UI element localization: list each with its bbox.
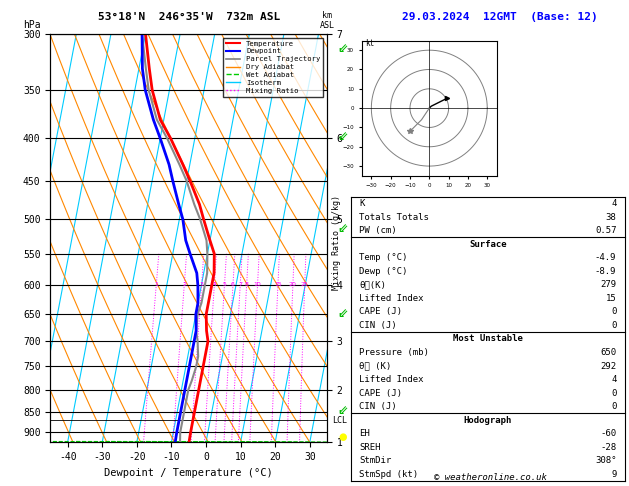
Text: CAPE (J): CAPE (J) (359, 308, 402, 316)
Text: 9: 9 (611, 470, 616, 479)
Text: Dewp (°C): Dewp (°C) (359, 267, 408, 276)
Text: 53°18'N  246°35'W  732m ASL: 53°18'N 246°35'W 732m ASL (97, 12, 280, 22)
Text: CAPE (J): CAPE (J) (359, 389, 402, 398)
Text: hPa: hPa (23, 20, 40, 30)
Text: 0: 0 (611, 402, 616, 411)
Text: 7: 7 (238, 282, 242, 287)
Text: 2: 2 (182, 282, 186, 287)
Text: ⇙: ⇙ (338, 404, 348, 417)
Legend: Temperature, Dewpoint, Parcel Trajectory, Dry Adiabat, Wet Adiabat, Isotherm, Mi: Temperature, Dewpoint, Parcel Trajectory… (223, 37, 323, 97)
Text: 20: 20 (289, 282, 297, 287)
Text: ⇙: ⇙ (338, 130, 348, 142)
Text: Surface: Surface (469, 240, 506, 249)
Text: -60: -60 (600, 429, 616, 438)
Text: 0: 0 (611, 308, 616, 316)
Text: LCL: LCL (333, 416, 348, 425)
Text: -8.9: -8.9 (595, 267, 616, 276)
X-axis label: Dewpoint / Temperature (°C): Dewpoint / Temperature (°C) (104, 468, 273, 478)
Text: 279: 279 (600, 280, 616, 289)
Text: 0.57: 0.57 (595, 226, 616, 235)
Text: -4.9: -4.9 (595, 253, 616, 262)
Text: -28: -28 (600, 443, 616, 452)
Text: CIN (J): CIN (J) (359, 402, 397, 411)
Text: Totals Totals: Totals Totals (359, 213, 429, 222)
Text: ⇙: ⇙ (338, 42, 348, 55)
Text: 1: 1 (154, 282, 158, 287)
Text: Hodograph: Hodograph (464, 416, 512, 425)
Text: SREH: SREH (359, 443, 381, 452)
Text: 8: 8 (245, 282, 248, 287)
Text: km
ASL: km ASL (320, 11, 335, 30)
Text: K: K (359, 199, 365, 208)
Text: Lifted Index: Lifted Index (359, 294, 424, 303)
Text: θᴜ(K): θᴜ(K) (359, 280, 386, 289)
Text: 15: 15 (274, 282, 282, 287)
Text: Mixing Ratio (g/kg): Mixing Ratio (g/kg) (332, 195, 341, 291)
Text: CIN (J): CIN (J) (359, 321, 397, 330)
Text: © weatheronline.co.uk: © weatheronline.co.uk (434, 473, 547, 482)
Text: Temp (°C): Temp (°C) (359, 253, 408, 262)
Text: 15: 15 (606, 294, 616, 303)
Text: EH: EH (359, 429, 370, 438)
Text: 0: 0 (611, 321, 616, 330)
Text: Lifted Index: Lifted Index (359, 375, 424, 384)
Text: 292: 292 (600, 362, 616, 370)
Text: 4: 4 (212, 282, 216, 287)
Text: 4: 4 (611, 375, 616, 384)
Text: 650: 650 (600, 348, 616, 357)
Text: StmDir: StmDir (359, 456, 391, 465)
Text: 25: 25 (301, 282, 309, 287)
Text: 6: 6 (231, 282, 235, 287)
Text: 29.03.2024  12GMT  (Base: 12): 29.03.2024 12GMT (Base: 12) (402, 12, 598, 22)
Text: 308°: 308° (595, 456, 616, 465)
Text: 4: 4 (611, 199, 616, 208)
Text: 3: 3 (199, 282, 204, 287)
Text: StmSpd (kt): StmSpd (kt) (359, 470, 418, 479)
Text: Pressure (mb): Pressure (mb) (359, 348, 429, 357)
Text: Most Unstable: Most Unstable (453, 334, 523, 344)
Text: 10: 10 (253, 282, 262, 287)
Text: 5: 5 (223, 282, 226, 287)
Text: 0: 0 (611, 389, 616, 398)
Text: PW (cm): PW (cm) (359, 226, 397, 235)
Text: ●: ● (338, 433, 347, 442)
Text: θᴜ (K): θᴜ (K) (359, 362, 391, 370)
Text: ⇙: ⇙ (338, 307, 348, 320)
Text: ⇙: ⇙ (338, 222, 348, 235)
Text: kt: kt (365, 39, 375, 48)
Text: 38: 38 (606, 213, 616, 222)
